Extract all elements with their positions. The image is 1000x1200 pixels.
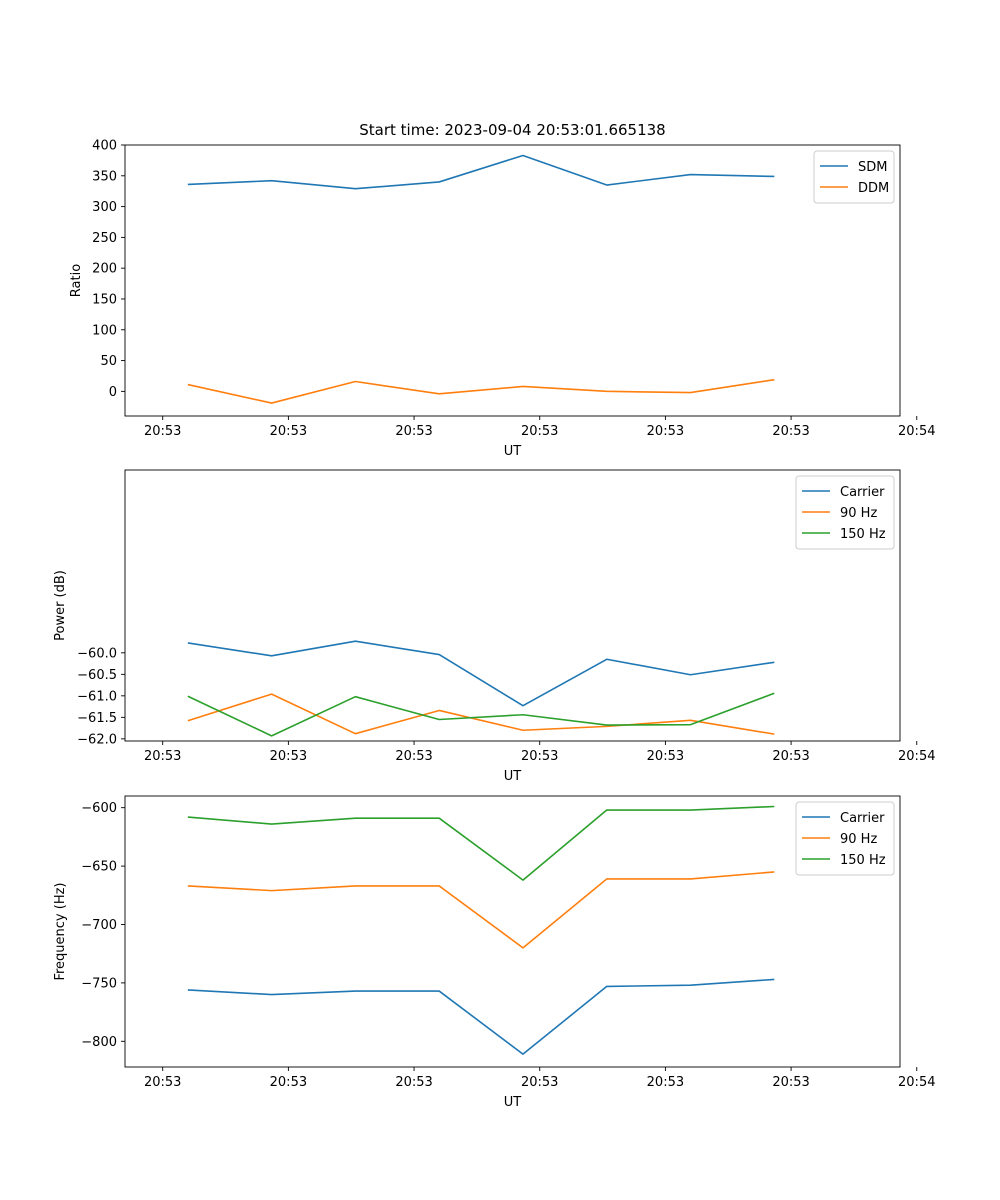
x-axis-label: UT (504, 444, 522, 459)
axes-frame (124, 469, 901, 742)
series-line-sdm (187, 154, 775, 190)
legend-label-150-hz: 150 Hz (840, 853, 886, 868)
y-tick-label: −800 (81, 1035, 117, 1050)
axes-frame (124, 795, 901, 1068)
x-tick-label: 20:53 (144, 424, 181, 439)
x-tick-label: 20:53 (270, 1075, 307, 1090)
y-tick-label: −600 (81, 801, 117, 816)
y-tick-label: 100 (92, 323, 117, 338)
x-tick-label: 20:54 (898, 1075, 935, 1090)
x-tick-label: 20:53 (395, 1075, 432, 1090)
y-tick-label: −61.5 (77, 711, 117, 726)
x-tick-label: 20:53 (521, 749, 558, 764)
series-line-90-hz (187, 693, 775, 735)
y-tick-label: −700 (81, 918, 117, 933)
series-line-ddm (187, 378, 775, 404)
x-tick-label: 20:53 (521, 1075, 558, 1090)
x-tick-label: 20:53 (144, 749, 181, 764)
series-line-carrier (187, 640, 775, 707)
x-tick-label: 20:54 (898, 749, 935, 764)
y-axis-label: Power (dB) (53, 570, 68, 641)
x-tick-label: 20:54 (898, 424, 935, 439)
legend-box (795, 475, 895, 550)
y-tick-label: −60.5 (77, 668, 117, 683)
legend: Carrier 90 Hz 150 Hz (795, 801, 895, 876)
y-tick-label: 250 (92, 231, 117, 246)
x-tick-label: 20:53 (521, 424, 558, 439)
power-panel: 20:53 20:53 20:53 20:53 20:53 20:53 20:54 −62.0… (53, 469, 935, 784)
legend: SDM DDM (813, 150, 895, 204)
x-tick-label: 20:53 (395, 749, 432, 764)
x-tick-label: 20:53 (144, 1075, 181, 1090)
series-line-150-hz (187, 692, 775, 737)
axes-frame (124, 144, 901, 417)
series-line-150-hz (187, 805, 775, 881)
y-tick-label: 350 (92, 169, 117, 184)
x-axis-label: UT (504, 769, 522, 784)
x-tick-label: 20:53 (395, 424, 432, 439)
x-tick-label: 20:53 (647, 749, 684, 764)
y-tick-label: 150 (92, 292, 117, 307)
series-line-carrier (187, 978, 775, 1055)
legend-label-150-hz: 150 Hz (840, 527, 886, 542)
x-tick-label: 20:53 (270, 424, 307, 439)
legend-label-carrier: Carrier (840, 811, 885, 826)
y-tick-label: 200 (92, 262, 117, 277)
legend-box (813, 150, 895, 204)
x-tick-label: 20:53 (647, 424, 684, 439)
legend-label-90-hz: 90 Hz (840, 506, 877, 521)
y-tick-label: 400 (92, 139, 117, 154)
x-tick-label: 20:53 (647, 1075, 684, 1090)
series-line-90-hz (187, 871, 775, 949)
legend-label-sdm: SDM (858, 160, 887, 175)
y-tick-label: −750 (81, 976, 117, 991)
y-tick-label: −61.0 (77, 689, 117, 704)
y-tick-label: 50 (100, 354, 117, 369)
legend-label-90-hz: 90 Hz (840, 832, 877, 847)
frequency-panel: 20:53 20:53 20:53 20:53 20:53 20:53 20:54 −800 −… (53, 795, 935, 1110)
y-axis-label: Frequency (Hz) (53, 882, 68, 980)
y-tick-label: 300 (92, 200, 117, 215)
x-tick-label: 20:53 (270, 749, 307, 764)
legend: Carrier 90 Hz 150 Hz (795, 475, 895, 550)
chart-title: Start time: 2023-09-04 20:53:01.665138 (359, 121, 666, 139)
legend-label-carrier: Carrier (840, 485, 885, 500)
legend-label-ddm: DDM (858, 181, 889, 196)
y-tick-label: 0 (109, 385, 117, 400)
x-tick-label: 20:53 (772, 1075, 809, 1090)
y-tick-label: −62.0 (77, 732, 117, 747)
y-axis-label: Ratio (69, 264, 84, 297)
y-tick-label: −60.0 (77, 646, 117, 661)
y-tick-label: −650 (81, 860, 117, 875)
x-axis-label: UT (504, 1095, 522, 1110)
x-tick-label: 20:53 (772, 424, 809, 439)
ratio-panel: 20:53 20:53 20:53 20:53 20:53 20:53 20:54 0 50 10… (69, 139, 935, 460)
legend-box (795, 801, 895, 876)
x-tick-label: 20:53 (772, 749, 809, 764)
